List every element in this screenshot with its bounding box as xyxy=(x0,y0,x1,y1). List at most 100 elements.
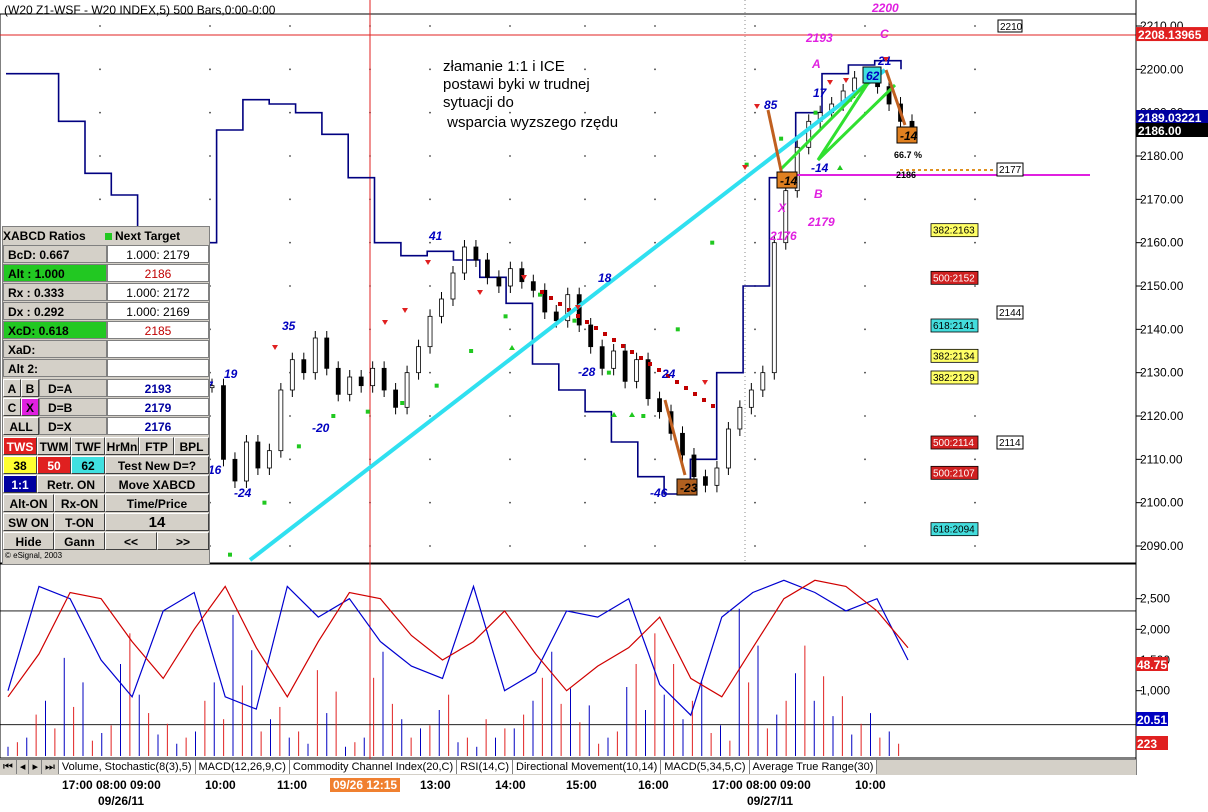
time-axis-label: 11:00 xyxy=(277,778,308,792)
psar-dot-red xyxy=(585,320,589,324)
grid-dot xyxy=(754,241,756,244)
grid-dot xyxy=(974,241,976,244)
grid-dot xyxy=(654,241,656,244)
candle-body xyxy=(244,441,249,482)
candle-body xyxy=(496,276,502,287)
indicator-tab[interactable]: MACD(12,26,9,C) xyxy=(195,760,290,774)
last-price-flag-bg xyxy=(1136,27,1208,42)
price-tick-label: 2140.00 xyxy=(1140,322,1184,336)
date-label-2: 09/27/11 xyxy=(747,794,794,808)
grid-dot xyxy=(509,155,511,157)
sw-on-button[interactable]: SW ON xyxy=(3,513,54,531)
prev-button[interactable]: << xyxy=(105,532,157,550)
move-xabcd-button[interactable]: Move XABCD xyxy=(105,475,209,493)
time-axis-label: 17:00 08:00 09:00 xyxy=(712,778,811,792)
point-b-button[interactable]: B xyxy=(21,379,39,397)
candle-body xyxy=(737,406,743,430)
candle-body xyxy=(439,298,444,317)
level-box xyxy=(996,435,1024,450)
grid-dot xyxy=(754,111,756,114)
point-c-button[interactable]: C xyxy=(3,398,21,416)
d-equals-a-value: 2193 xyxy=(107,379,209,397)
ratio-1-1-button[interactable]: 1:1 xyxy=(3,475,37,493)
grid-dot xyxy=(754,68,756,71)
osc-flag: 48.75 xyxy=(1137,658,1167,672)
hrmn-button[interactable]: HrMn xyxy=(105,437,139,455)
indicator-tab[interactable]: MACD(5,34,5,C) xyxy=(661,760,750,774)
bar-count-badge xyxy=(896,126,918,144)
bar-count-field[interactable]: 14 xyxy=(105,513,209,531)
candle-body xyxy=(221,385,226,460)
gann-button[interactable]: Gann xyxy=(54,532,105,550)
twf-button[interactable]: TWF xyxy=(71,437,105,455)
grid-dot xyxy=(584,198,586,201)
tab-scroll-prev-icon[interactable]: ◂ xyxy=(16,760,30,774)
bar-count-label: 85 xyxy=(764,98,778,112)
indicator-tab[interactable]: Average True Range(30) xyxy=(749,760,878,774)
d-equals-a-label: D=A xyxy=(39,379,107,397)
d-equals-x-value: 2176 xyxy=(107,417,209,435)
fib-level-label: 500:2107 xyxy=(933,468,975,479)
next-button[interactable]: >> xyxy=(157,532,209,550)
grid-dot xyxy=(509,371,511,374)
ratio-38-button[interactable]: 38 xyxy=(3,456,37,474)
bar-count-label: 7 xyxy=(206,379,214,393)
fib-level-box xyxy=(930,270,979,285)
fib-level-box xyxy=(930,223,979,238)
retr-on-button[interactable]: Retr. ON xyxy=(37,475,105,493)
time-axis-label: 10:00 xyxy=(205,778,236,792)
ratio-62-button[interactable]: 62 xyxy=(71,456,105,474)
tab-scroll-next-icon[interactable]: ▸ xyxy=(29,760,42,774)
all-points-button[interactable]: ALL xyxy=(3,417,39,435)
tab-scroll-last-icon[interactable]: ⏭ xyxy=(41,760,59,774)
grid-dot xyxy=(509,328,511,331)
fib-level-box xyxy=(930,348,979,363)
indicator-tab[interactable]: Commodity Channel Index(20,C) xyxy=(289,760,458,774)
alt-on-button[interactable]: Alt-ON xyxy=(3,494,54,512)
d-equals-b-value: 2179 xyxy=(107,398,209,416)
down-triangle-icon xyxy=(883,57,889,62)
t-on-button[interactable]: T-ON xyxy=(54,513,105,531)
hide-button[interactable]: Hide xyxy=(3,532,54,550)
indicator-tab[interactable]: Volume, Stochastic(8(3),5) xyxy=(58,760,196,774)
indicator-tab[interactable]: RSI(14,C) xyxy=(457,760,514,774)
ftp-button[interactable]: FTP xyxy=(139,437,174,455)
tws-button[interactable]: TWS xyxy=(3,437,37,455)
indicator-tab[interactable]: Directional Movement(10,14) xyxy=(513,760,662,774)
point-a-button[interactable]: A xyxy=(3,379,21,397)
fib-level-label: 618:2094 xyxy=(933,525,975,536)
test-new-d-button[interactable]: Test New D=? xyxy=(105,456,209,474)
price-flag-2: 2186.00 xyxy=(1138,124,1182,138)
tab-scroll-first-icon[interactable]: ⏮ xyxy=(0,760,17,774)
grid-dot xyxy=(429,198,431,201)
bpl-button[interactable]: BPL xyxy=(174,437,209,455)
grid-dot xyxy=(584,501,586,504)
rx-on-button[interactable]: Rx-ON xyxy=(54,494,105,512)
ratio-50-button[interactable]: 50 xyxy=(37,456,71,474)
candle-body xyxy=(634,359,639,382)
fib-level-box xyxy=(930,370,979,385)
candle-body xyxy=(806,120,812,148)
xabcd-row-key: XaD: xyxy=(3,340,107,358)
grid-dot xyxy=(864,371,866,374)
grid-dot xyxy=(974,285,976,287)
point-x-button[interactable]: X xyxy=(21,398,39,416)
annotation-line-2: postawi byki w trudnej xyxy=(443,76,590,93)
psar-dot-red xyxy=(594,326,598,330)
grid-dot xyxy=(429,415,431,417)
grid-dot xyxy=(429,458,431,461)
bar-count-badge xyxy=(676,478,698,496)
twm-button[interactable]: TWM xyxy=(37,437,71,455)
grid-dot xyxy=(974,25,976,27)
psar-dot xyxy=(779,136,784,141)
grid-dot xyxy=(754,415,756,417)
level-box-label: 2144 xyxy=(999,308,1022,319)
xabcd-row-target xyxy=(107,359,209,377)
grid-dot xyxy=(209,25,211,27)
xabcd-row-key: Alt 2: xyxy=(3,359,107,377)
candle-body xyxy=(278,389,284,452)
xabcd-row-key: Dx : 0.292 xyxy=(3,302,107,320)
candle-body xyxy=(599,346,605,369)
time-price-button[interactable]: Time/Price xyxy=(105,494,209,512)
candle-body xyxy=(335,367,341,395)
